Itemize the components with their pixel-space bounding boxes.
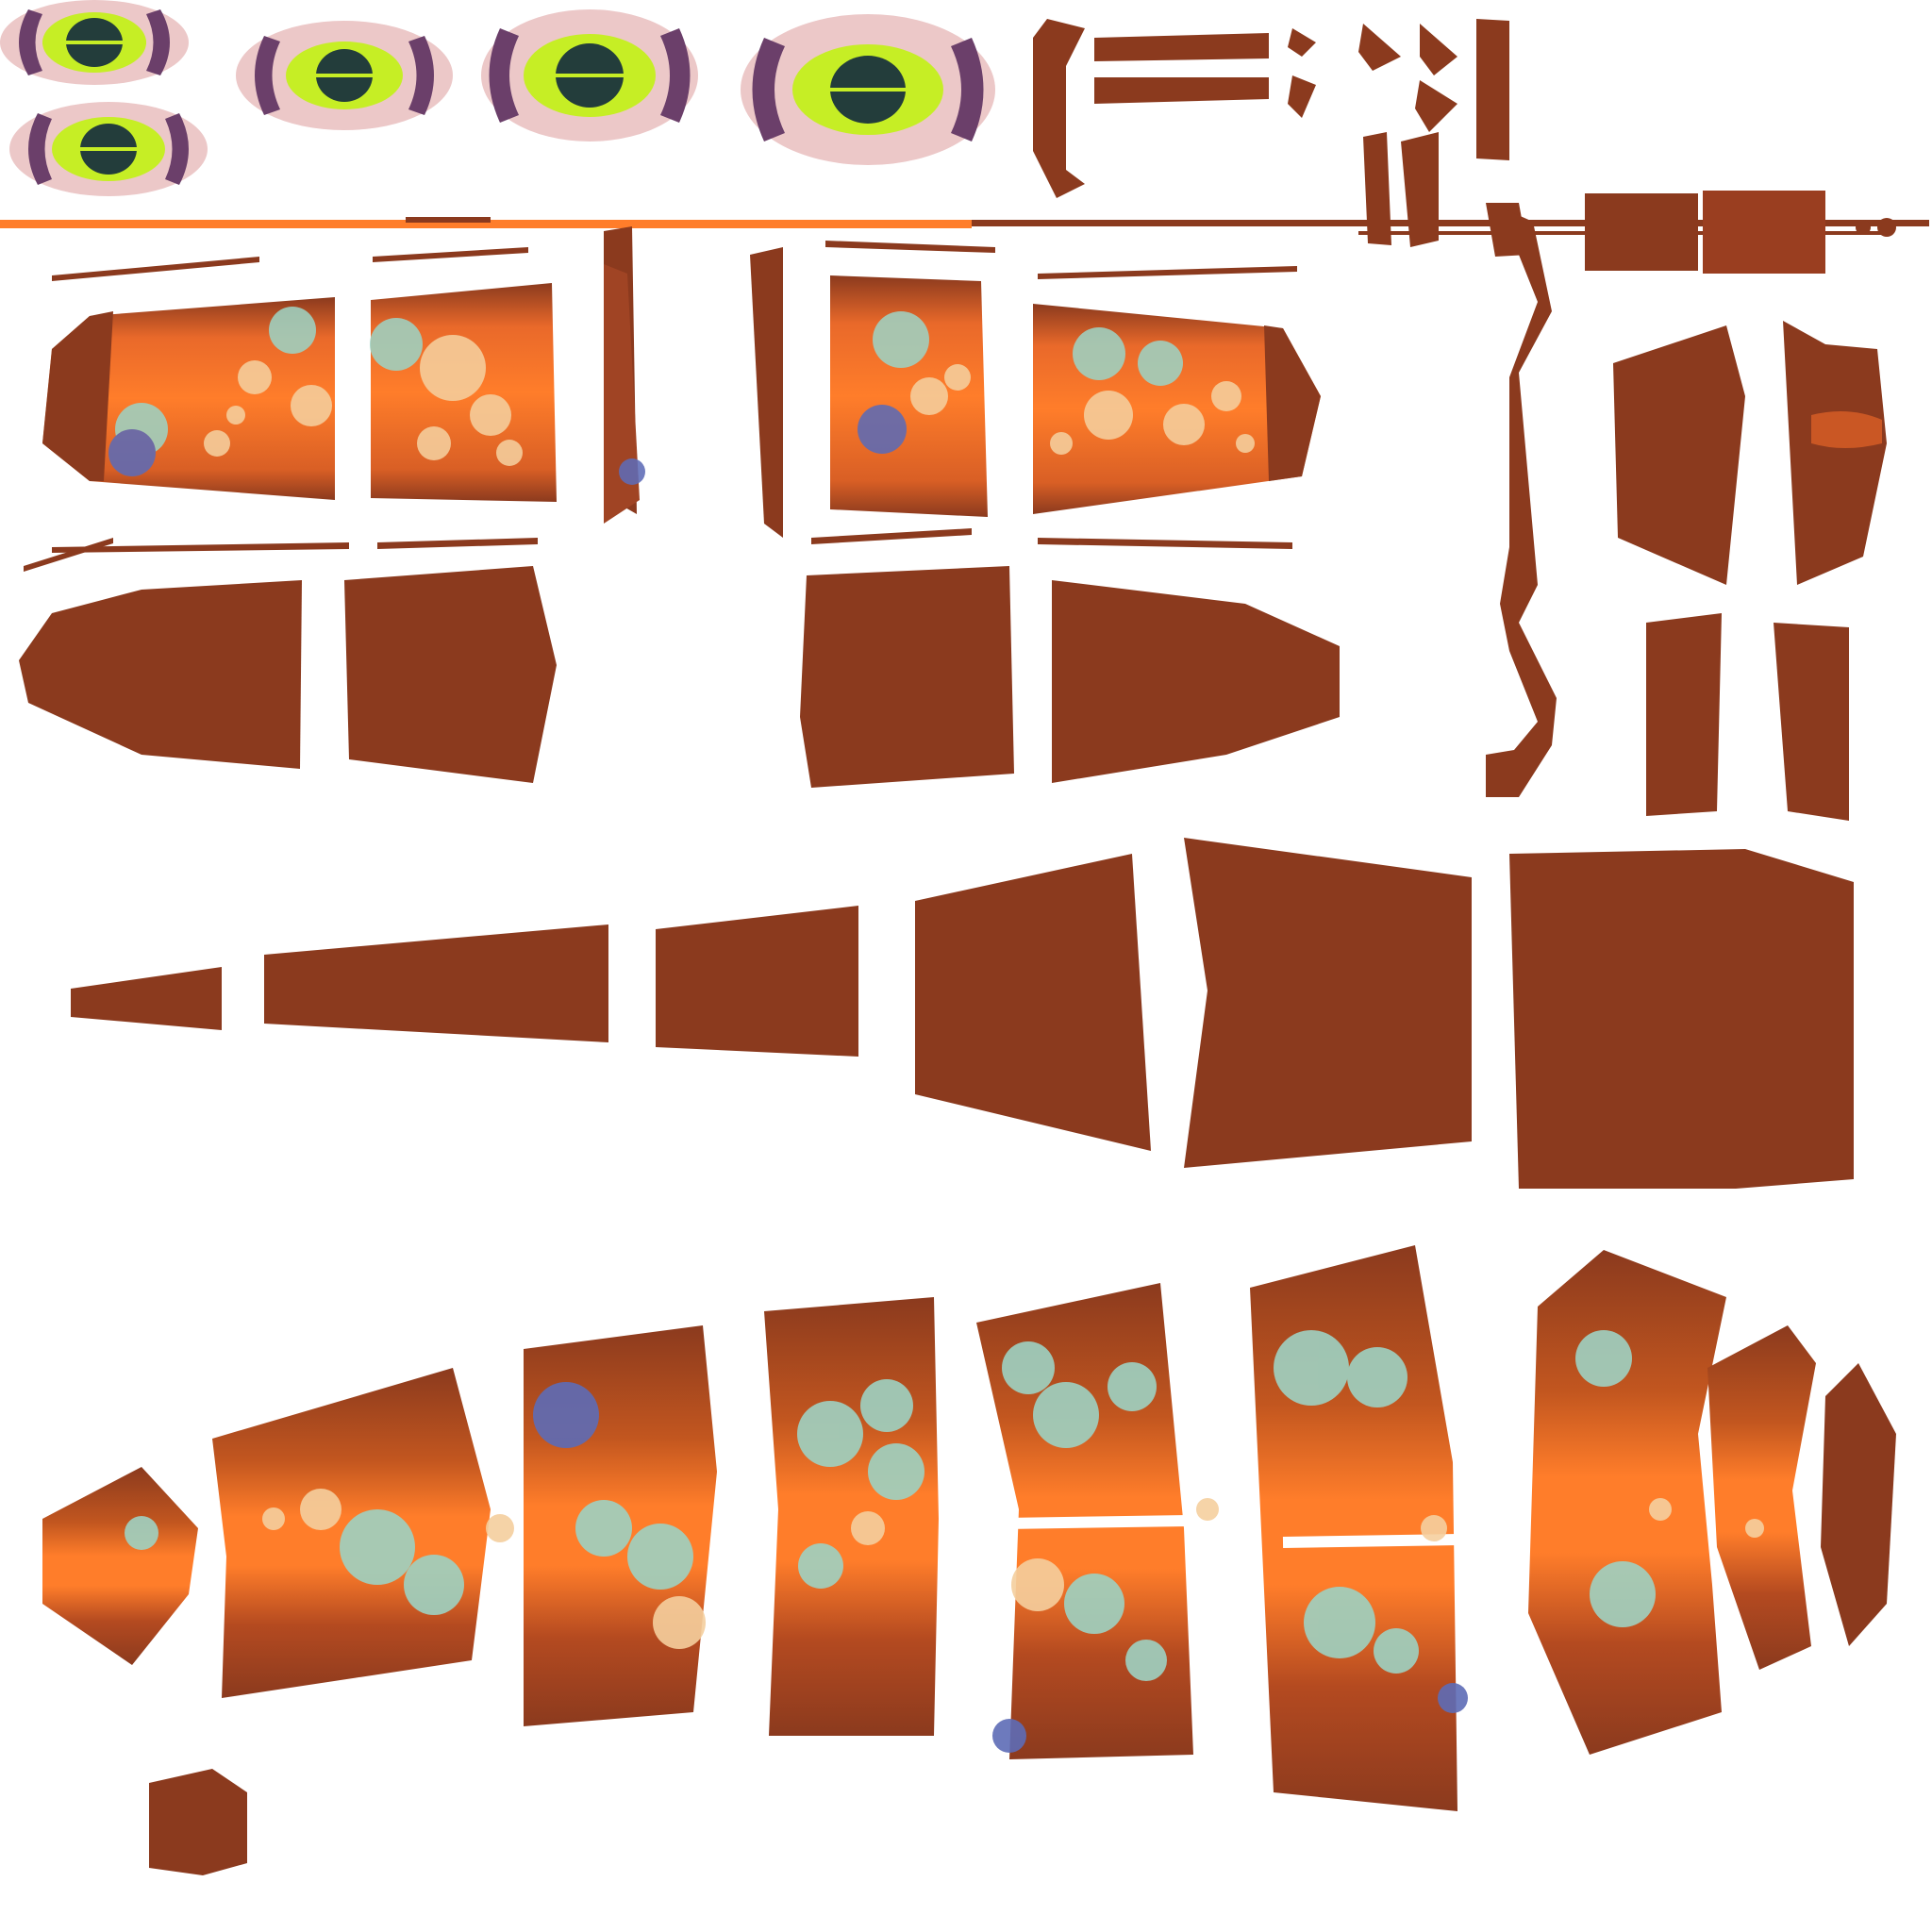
eye-sprite bbox=[0, 0, 189, 85]
lower-panel bbox=[764, 1297, 939, 1736]
chevron-strip bbox=[1288, 75, 1316, 118]
upper-panel bbox=[830, 275, 988, 517]
vertical-bar bbox=[1401, 132, 1439, 247]
lower-panel bbox=[1707, 1325, 1816, 1670]
vertical-bar bbox=[1476, 19, 1509, 160]
spine-line bbox=[0, 191, 1929, 274]
vertical-bar bbox=[1363, 132, 1391, 245]
bar-strip bbox=[1094, 77, 1269, 104]
chevron-strip bbox=[1420, 24, 1457, 75]
chevron-strip bbox=[1288, 28, 1316, 57]
tail-strip bbox=[71, 838, 1854, 1189]
spot-pattern bbox=[108, 307, 1255, 485]
bracket-strip bbox=[1033, 19, 1085, 198]
bar-strip bbox=[1094, 33, 1269, 61]
lower-panel bbox=[1821, 1363, 1896, 1646]
upper-panel-plain bbox=[19, 566, 1340, 788]
upper-body-panels bbox=[19, 226, 1340, 788]
chevron-strip bbox=[1358, 24, 1401, 71]
spot-pattern bbox=[125, 1330, 1764, 1753]
lower-panel bbox=[1528, 1250, 1726, 1755]
eye-sprite bbox=[481, 9, 698, 142]
eye-sprites bbox=[0, 0, 995, 196]
lower-panel bbox=[42, 1467, 198, 1665]
side-fin-panels bbox=[1613, 321, 1887, 821]
small-cube-patch bbox=[149, 1769, 247, 1875]
eye-sprite bbox=[741, 14, 995, 165]
dorsal-fin-strip bbox=[1486, 203, 1557, 797]
lower-body-panels bbox=[42, 1245, 1896, 1811]
eye-sprite bbox=[236, 21, 453, 130]
chevron-strip bbox=[1415, 80, 1457, 132]
eye-sprite bbox=[9, 102, 208, 196]
